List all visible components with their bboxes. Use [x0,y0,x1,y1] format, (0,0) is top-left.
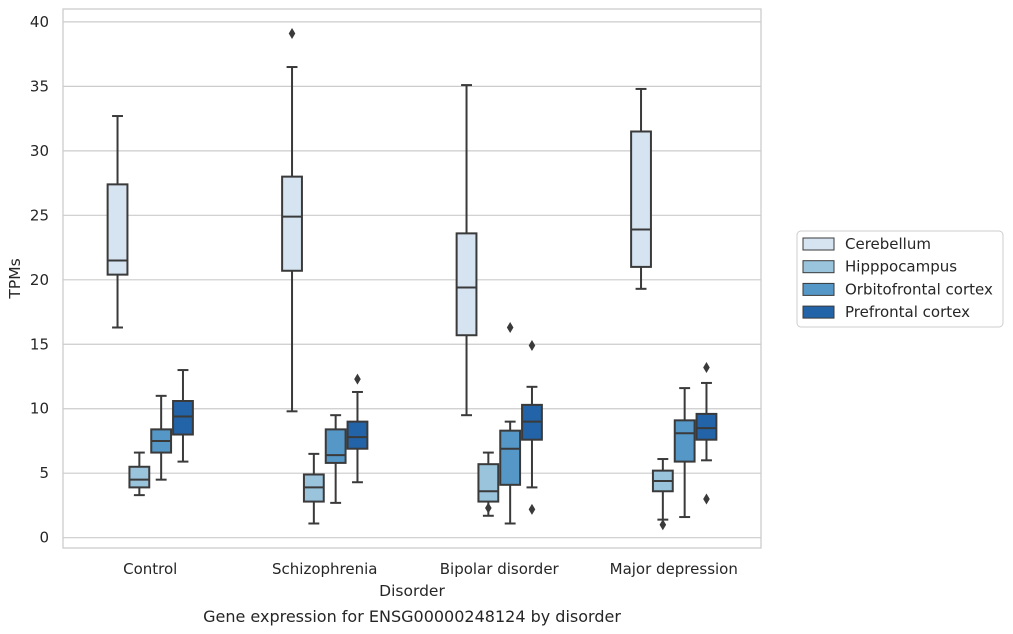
outlier-point [354,373,361,385]
legend-label: Hipppocampus [845,258,957,276]
box-orbitofrontal-cortex [673,387,696,519]
x-tick-label: Schizophrenia [272,560,377,578]
outlier-point [288,28,296,39]
box-iqr [499,429,522,486]
outlier-point [703,493,710,505]
box-iqr [673,419,696,463]
box-iqr [630,130,652,268]
box-orbitofrontal-cortex [499,322,522,525]
box-iqr [477,463,500,503]
outlier-point [528,340,536,352]
legend-swatch [802,260,835,274]
y-tick-label: 20 [30,271,49,289]
legend-swatch [802,305,835,319]
box-hipppocampus [128,451,151,497]
box-layer [106,28,718,531]
x-tick-label: Major depression [610,560,738,578]
grid-lines [63,21,761,539]
x-tick-label: Control [123,560,177,578]
box-iqr [172,400,194,436]
box-orbitofrontal-cortex [150,394,173,481]
box-iqr [695,412,718,441]
outlier-point [506,322,514,333]
box-cerebellum [630,87,652,290]
box-iqr [281,175,303,272]
legend-swatch [802,282,835,296]
box-prefrontal-cortex [521,340,543,515]
outlier-point [485,502,492,514]
y-tick-label: 30 [30,142,49,160]
x-tick-label: Bipolar disorder [440,560,560,578]
outlier-point [659,519,667,531]
box-cerebellum [455,84,478,417]
box-iqr [128,465,151,489]
box-iqr [106,183,129,276]
box-prefrontal-cortex [172,369,194,463]
y-tick-label: 15 [30,335,49,353]
box-cerebellum [106,115,129,329]
box-prefrontal-cortex [346,373,369,484]
box-iqr [346,420,369,450]
box-cerebellum [281,28,303,413]
chart-caption: Gene expression for ENSG00000248124 by d… [203,607,621,626]
outlier-point [528,503,536,515]
legend: Cerebellum Hipppocampus Orbitofrontal cort… [796,230,1004,328]
legend-label: Cerebellum [845,235,931,253]
plot-frame [62,8,762,549]
box-prefrontal-cortex [695,361,718,505]
legend-label: Prefrontal cortex [845,303,970,321]
y-tick-label: 40 [30,13,49,31]
y-tick-label: 25 [30,206,49,224]
legend-frame [796,230,1004,328]
legend-swatch [802,237,835,251]
y-tick-labels: 0 5 10 15 20 25 30 35 40 [30,13,49,547]
y-tick-label: 35 [30,77,49,95]
y-tick-label: 10 [30,400,49,418]
box-iqr [324,428,347,464]
y-axis-label: TPMs [6,258,24,299]
outlier-point [703,361,710,373]
y-tick-label: 5 [39,464,49,482]
box-hipppocampus [477,451,500,517]
y-tick-label: 0 [39,529,49,547]
box-hipppocampus [651,458,674,531]
box-hipppocampus [302,452,325,525]
x-axis-label: Disorder [379,582,445,600]
box-iqr [455,232,478,337]
legend-label: Orbitofrontal cortex [845,280,993,298]
x-tick-labels: Control Schizophrenia Bipolar disorder Majo… [123,560,738,578]
box-orbitofrontal-cortex [324,414,347,504]
